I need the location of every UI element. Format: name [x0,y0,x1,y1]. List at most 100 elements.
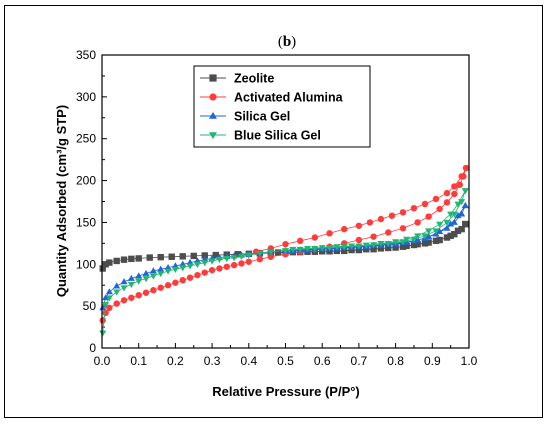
data-point [425,228,433,235]
data-point [113,289,121,296]
data-point [304,245,312,253]
data-point [99,304,107,311]
data-point [326,230,333,237]
data-point [99,317,106,324]
data-point [102,261,109,268]
data-point [388,212,396,219]
data-point [461,188,469,195]
data-point [425,232,433,240]
data-point [102,294,110,301]
data-point [113,257,120,265]
data-point [201,260,209,267]
legend-marker [209,111,217,119]
data-point [157,284,164,291]
data-point [410,236,418,243]
data-point [425,239,432,246]
data-point [414,240,421,248]
x-tick-label: 0.0 [94,354,111,368]
data-point [256,251,264,258]
data-point [99,330,107,337]
data-point [436,205,443,213]
data-point [142,289,150,296]
data-point [326,245,334,252]
legend-item-silica-gel: Silica Gel [200,110,290,124]
data-point [128,294,135,301]
data-point [212,251,219,259]
data-point [146,254,153,261]
legend-marker [209,132,217,140]
data-point [458,225,465,233]
data-point [113,282,121,289]
data-point [296,237,304,245]
data-point [149,273,157,280]
data-point [186,263,194,270]
data-point [436,227,444,235]
data-point [462,164,470,172]
data-point [311,234,319,241]
data-point [399,239,407,246]
panel-letter: b [283,34,291,50]
data-point [436,236,443,244]
y-tick-label: 100 [76,257,96,271]
data-point [157,265,165,272]
data-point [164,263,172,271]
data-point [230,255,238,262]
y-axis-label: Quantity Adsorbed (cm³/g STP) [54,105,69,297]
data-point [447,220,455,227]
data-point [318,245,326,252]
data-point [392,239,400,246]
data-point [171,266,179,273]
data-point [245,258,252,265]
data-point [215,256,223,263]
data-point [370,233,377,240]
panel-label: (b) [278,34,296,50]
data-point [142,269,150,276]
data-point [296,246,304,253]
data-point [120,278,128,285]
data-point [99,265,106,272]
data-point [410,204,418,212]
data-point [436,221,444,228]
data-point [157,271,165,278]
x-tick-label: 0.7 [351,354,368,368]
x-tick-label: 0.9 [424,354,441,368]
data-point [461,202,469,209]
data-point [168,253,175,260]
data-point [150,287,157,294]
data-point [135,292,142,299]
data-point [355,246,363,254]
x-tick-label: 0.8 [387,354,404,368]
legend-label: Blue Silica Gel [234,129,321,143]
data-point [377,245,385,252]
legend-item-activated-alumina: Activated Alumina [200,91,344,105]
data-point [348,243,356,250]
data-point [120,297,128,304]
data-point [443,224,451,231]
data-point [120,256,128,263]
data-point [128,255,135,263]
data-point [392,244,399,251]
data-point [421,200,429,208]
data-point [355,243,363,250]
data-point [421,240,429,247]
data-point [157,253,164,261]
data-point [106,259,113,266]
legend-label: Zeolite [234,72,274,86]
y-tick-label: 150 [76,215,96,229]
data-point [399,225,407,232]
data-point [172,279,179,286]
data-point [171,262,179,269]
data-point [385,229,392,236]
data-point [366,219,374,226]
data-point [458,210,466,217]
data-point [135,278,143,285]
data-point [106,304,113,312]
data-point [333,244,341,251]
data-point [281,248,290,255]
data-point [425,213,432,220]
data-point [450,218,458,225]
data-point [355,236,363,244]
data-point [447,232,454,240]
data-point [190,252,197,260]
